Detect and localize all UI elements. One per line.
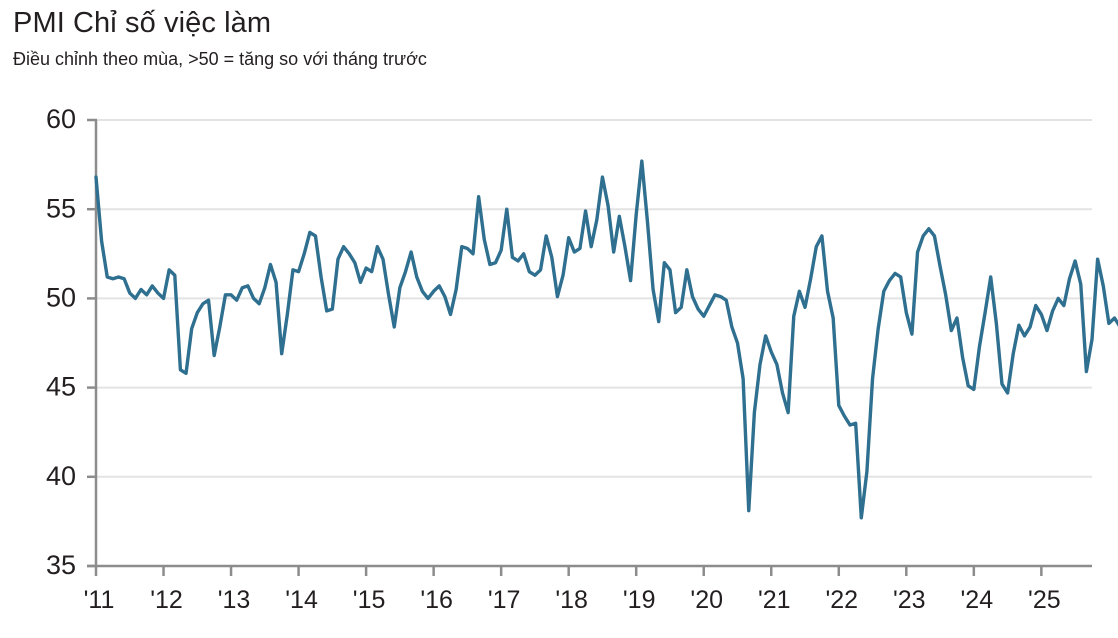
gridlines <box>96 119 1092 478</box>
y-tick-label: 60 <box>46 104 76 134</box>
x-tick-label: '12 <box>150 586 183 614</box>
page-title: PMI Chỉ số việc làm <box>13 7 272 39</box>
y-tick-label: 40 <box>46 461 76 491</box>
x-tick-label: '19 <box>623 586 656 614</box>
x-tick-label: '11 <box>84 586 115 614</box>
x-tick-label: '21 <box>758 586 791 614</box>
x-tick-label: '14 <box>285 586 318 614</box>
x-axis: '11 '12 '13 '14 '15 '16 '17 '18 '19 '20 '21 '22 '23 '… <box>84 564 1092 614</box>
y-tick-label: 55 <box>46 193 76 223</box>
x-tick-label: '18 <box>555 586 588 614</box>
x-tick-label: '23 <box>893 586 926 614</box>
x-tick-label: '15 <box>353 586 386 614</box>
chart-subtitle: Điều chỉnh theo mùa, >50 = tăng so với t… <box>13 49 427 69</box>
data-series <box>94 159 1118 520</box>
y-tick-label: 50 <box>46 283 76 313</box>
x-tick-label: '25 <box>1028 586 1061 614</box>
x-tick-label: '22 <box>825 586 858 614</box>
x-tick-label: '13 <box>218 586 251 614</box>
x-tick-label: '17 <box>488 586 521 614</box>
y-axis: 60 55 50 45 40 35 <box>46 104 98 580</box>
series-line-0 <box>94 159 1118 520</box>
y-tick-label: 45 <box>46 372 76 402</box>
y-tick-label: 35 <box>46 550 76 580</box>
x-tick-label: '24 <box>961 586 994 614</box>
x-tick-label: '16 <box>420 586 453 614</box>
x-tick-label: '20 <box>690 586 723 614</box>
